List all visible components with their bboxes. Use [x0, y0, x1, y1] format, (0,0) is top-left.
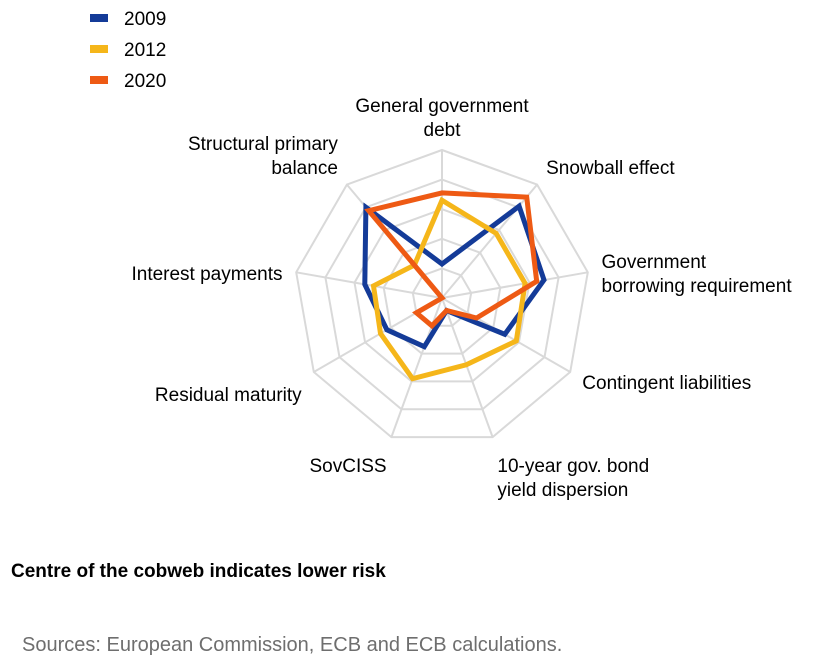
series-line-2020 [364, 190, 540, 330]
legend-swatch [90, 76, 108, 84]
legend-label: 2020 [124, 71, 166, 92]
radar-series [362, 190, 547, 382]
legend-swatch [90, 14, 108, 22]
chart-note: Centre of the cobweb indicates lower ris… [11, 561, 386, 582]
axis-label: yield dispersion [497, 480, 628, 501]
axis-label: Interest payments [131, 264, 282, 285]
axis-label: Structural primary [188, 134, 338, 155]
grid-ring [353, 208, 531, 383]
axis-label: debt [424, 120, 462, 141]
legend-label: 2012 [124, 40, 166, 61]
axis-label: Government [602, 252, 707, 273]
grid-spoke [441, 183, 538, 299]
sources-note: Sources: European Commission, ECB and EC… [22, 634, 563, 656]
axis-label: Snowball effect [546, 158, 675, 179]
axis-labels: General government debt Snowball effect Gov… [131, 96, 792, 501]
axis-label: SovCISS [310, 456, 387, 477]
grid-spoke [441, 297, 494, 438]
axis-label: 10-year gov. bond [497, 456, 649, 477]
axis-label: balance [271, 158, 338, 179]
grid-ring [324, 178, 560, 411]
axis-label: Residual maturity [155, 385, 302, 406]
legend: 2009 2012 2020 [90, 9, 166, 92]
grid-ring [411, 267, 473, 327]
grid-spoke [296, 271, 443, 299]
series-line-2012 [370, 196, 528, 382]
axis-label: Contingent liabilities [582, 373, 751, 394]
grid-spoke [441, 271, 588, 299]
legend-label: 2009 [124, 9, 166, 30]
axis-label: General government [355, 96, 529, 117]
grid-ring [295, 148, 589, 439]
grid-spoke [390, 297, 443, 438]
axis-label: borrowing requirement [602, 276, 793, 297]
grid-ring [382, 237, 502, 355]
legend-swatch [90, 45, 108, 53]
